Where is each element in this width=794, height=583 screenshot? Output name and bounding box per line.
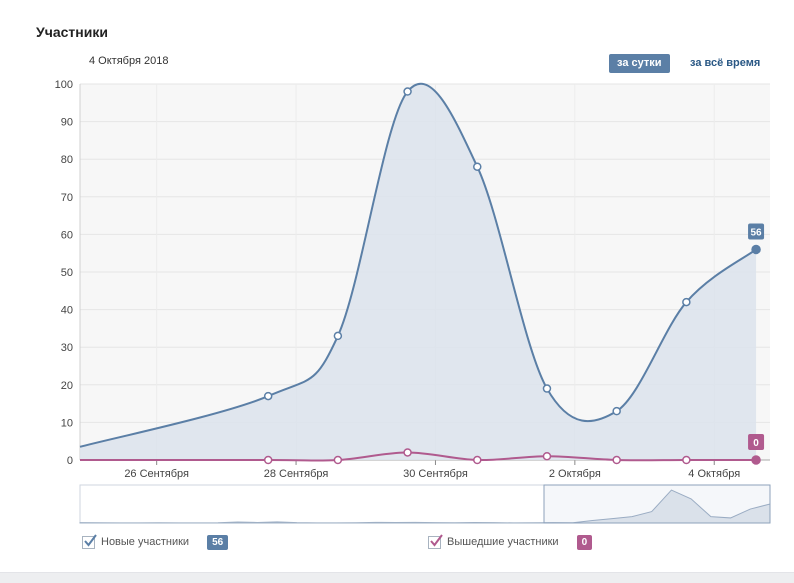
y-tick-label: 50 [61, 267, 73, 279]
x-tick-label: 28 Сентября [264, 468, 329, 480]
legend-new-label: Новые участники [101, 536, 190, 548]
data-point [473, 162, 482, 171]
data-point [682, 455, 691, 465]
y-tick-label: 40 [61, 305, 73, 317]
data-point [263, 391, 273, 401]
data-point [473, 455, 482, 465]
current-date: 4 Октября 2018 [89, 55, 169, 67]
data-point [542, 451, 552, 461]
legend-left[interactable]: Вышедшие участники 0 [428, 533, 593, 551]
panel-title: Участники [36, 24, 108, 40]
check-icon [84, 533, 97, 547]
new-members-line [79, 83, 757, 448]
x-tick-label: 4 Октября [688, 468, 740, 480]
x-tick-label: 2 Октября [549, 468, 601, 480]
checkbox-left-members[interactable] [428, 533, 443, 549]
y-tick-label: 60 [61, 229, 73, 241]
data-point [612, 406, 621, 416]
legend-left-badge: 0 [576, 534, 593, 550]
y-tick-label: 0 [67, 455, 73, 467]
last-value-badge [748, 434, 765, 450]
data-point [403, 87, 412, 96]
y-tick-label: 20 [61, 380, 73, 392]
y-tick-label: 100 [55, 79, 73, 91]
line-chart: 0 10 20 30 40 50 60 70 80 90 100 26 Сентября 28 Сент… [55, 79, 771, 524]
legend-new-badge: 56 [207, 534, 229, 550]
data-point [333, 455, 343, 465]
legend-left-label: Вышедшие участники [447, 536, 559, 548]
data-point [263, 455, 273, 465]
checkbox-new-members[interactable] [82, 533, 97, 549]
data-point [751, 244, 761, 255]
data-point [682, 297, 691, 307]
last-value-badge [748, 223, 765, 240]
tab-day[interactable]: за сутки [609, 54, 670, 73]
y-tick-label: 90 [61, 117, 73, 129]
y-tick-label: 70 [61, 192, 73, 204]
last-value-label: 56 [750, 227, 762, 238]
new-members-area [80, 83, 757, 461]
x-tick-label: 30 Сентября [403, 468, 468, 480]
panel-bottom-divider [0, 572, 794, 583]
x-tick-label: 26 Сентября [124, 468, 189, 480]
y-tick-label: 10 [61, 417, 73, 429]
data-point [751, 455, 761, 465]
last-value-label: 0 [753, 438, 759, 449]
y-tick-label: 30 [61, 342, 73, 354]
data-point [612, 455, 621, 465]
legend-new[interactable]: Новые участники 56 [82, 533, 229, 551]
overview-selection [543, 484, 771, 524]
y-tick-label: 80 [61, 154, 73, 166]
data-point [403, 448, 412, 457]
data-point [333, 331, 343, 341]
overview-series [79, 489, 771, 524]
check-icon [430, 533, 443, 547]
tab-all-time[interactable]: за всё время [690, 57, 761, 69]
data-point [542, 384, 552, 393]
